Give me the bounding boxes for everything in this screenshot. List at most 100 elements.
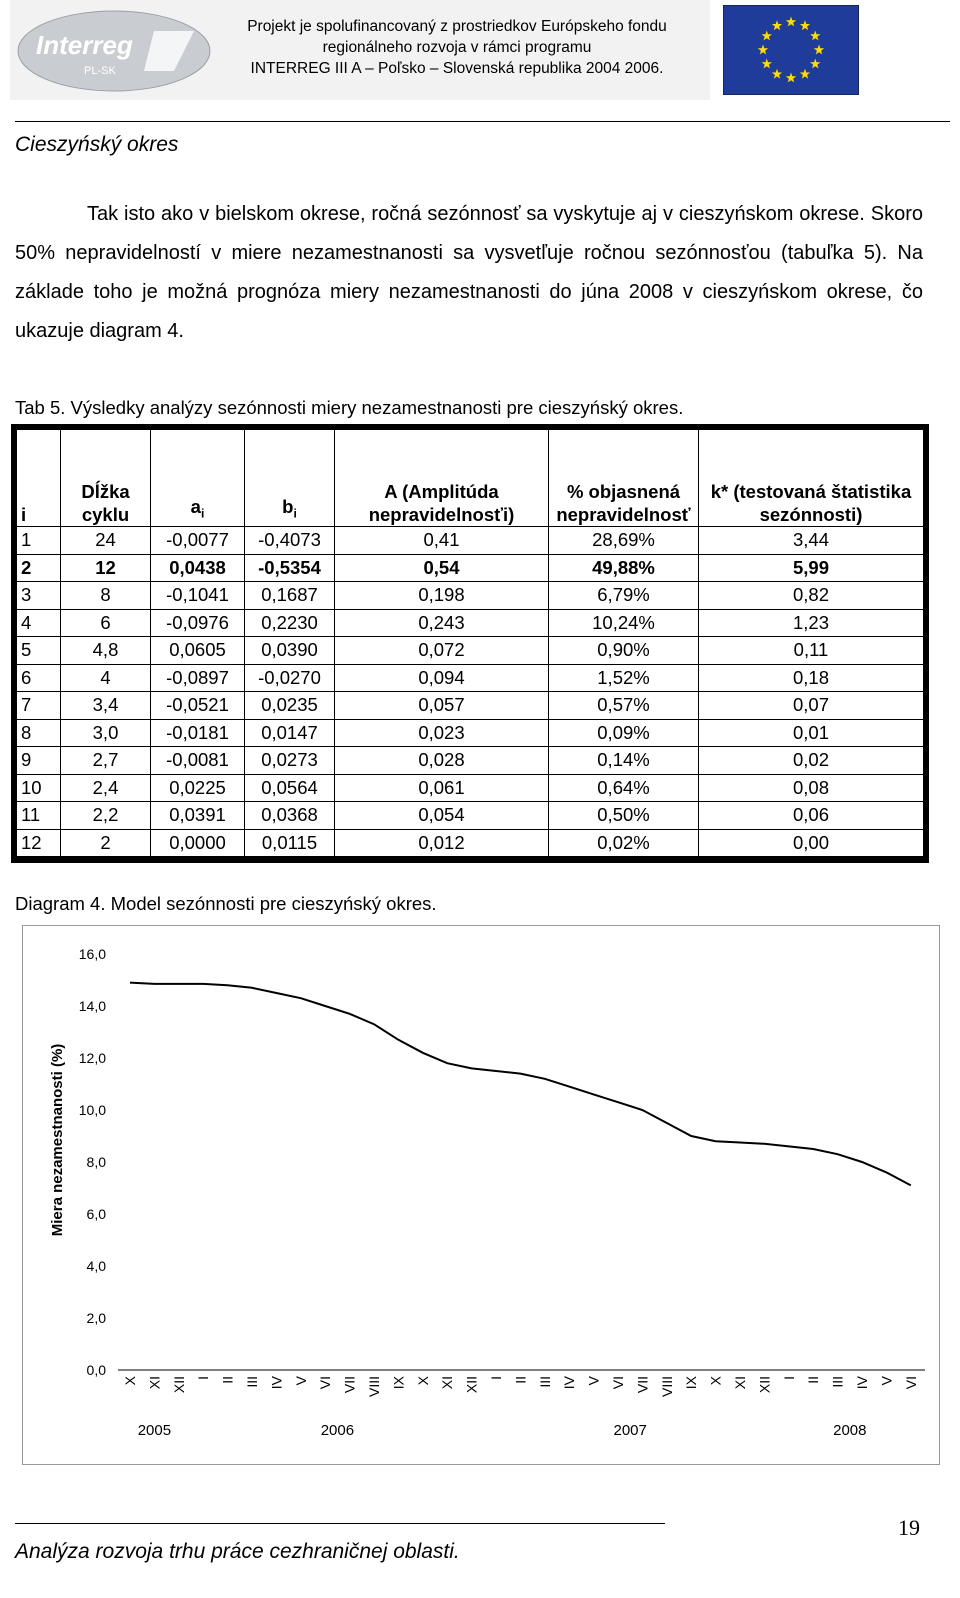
year-label: 2006 xyxy=(321,1422,354,1439)
table-cell: 0,02 xyxy=(698,746,924,775)
table-cell: -0,0897 xyxy=(150,663,245,692)
table-cell: 0,08 xyxy=(698,773,924,802)
table-caption: Tab 5. Výsledky analýzy sezónnosti miery… xyxy=(15,397,684,418)
x-tick-label: V xyxy=(586,1375,602,1385)
logo-text: Interreg xyxy=(36,30,133,60)
x-tick-label: IX xyxy=(683,1375,699,1389)
header-text: k* (testovaná štatistika sezónnosti) xyxy=(710,481,912,525)
table-cell: 0,2230 xyxy=(244,608,335,637)
y-tick-label: 10,0 xyxy=(79,1102,106,1118)
table-cell: 1 xyxy=(16,526,61,555)
y-tick-label: 8,0 xyxy=(87,1154,107,1170)
table-row: 9 2,7 -0,0081 0,0273 0,028 0,14% 0,02 xyxy=(16,746,924,775)
x-tick-label: XII xyxy=(756,1376,772,1393)
table-cell: 0,0000 xyxy=(150,828,245,857)
table-cell: 0,18 xyxy=(698,663,924,692)
table-cell: 10 xyxy=(16,773,61,802)
x-tick-label: III xyxy=(537,1376,553,1388)
table-cell: 0,0115 xyxy=(244,828,335,857)
y-tick-label: 6,0 xyxy=(87,1206,107,1222)
diagram-caption: Diagram 4. Model sezónnosti pre cieszyńs… xyxy=(15,893,437,914)
table-cell: 0,057 xyxy=(334,691,549,720)
table-cell: 8 xyxy=(60,581,151,610)
header-line: regionálneho rozvoja v rámci programu xyxy=(322,39,592,56)
table-cell: 0,0564 xyxy=(244,773,335,802)
header-cell: % objasnená nepravidelnosť xyxy=(548,429,699,527)
table-cell: 0,00 xyxy=(698,828,924,857)
x-tick-label: XI xyxy=(439,1376,455,1389)
star xyxy=(799,20,811,31)
table-cell: 0,02% xyxy=(548,828,699,857)
year-label: 2008 xyxy=(833,1422,866,1439)
table-cell: 6,79% xyxy=(548,581,699,610)
star xyxy=(810,58,821,69)
table-cell: 28,69% xyxy=(548,526,699,555)
header-cell: A (Amplitúda nepravidelnosťi) xyxy=(334,429,549,527)
table-cell: 49,88% xyxy=(548,553,699,582)
header-text: Projekt je spolufinancovaný z prostriedk… xyxy=(222,16,692,79)
table-cell: 12 xyxy=(16,828,61,857)
table-cell: 0,11 xyxy=(698,636,924,665)
table-cell: -0,4073 xyxy=(244,526,335,555)
x-tick-label: VII xyxy=(634,1376,650,1393)
table-cell: 0,90% xyxy=(548,636,699,665)
x-tick-label: XI xyxy=(146,1376,162,1389)
table-cell: 0,14% xyxy=(548,746,699,775)
table-cell: 0,012 xyxy=(334,828,549,857)
table-cell: 2,2 xyxy=(60,801,151,830)
table-row: 5 4,8 0,0605 0,0390 0,072 0,90% 0,11 xyxy=(16,636,924,665)
x-tick-label: VI xyxy=(317,1376,333,1389)
table-row: 3 8 -0,1041 0,1687 0,198 6,79% 0,82 xyxy=(16,581,924,610)
year-label: 2005 xyxy=(138,1422,171,1439)
x-tick-label: II xyxy=(805,1376,821,1384)
y-tick-label: 12,0 xyxy=(79,1050,106,1066)
header-line: INTERREG III A – Poľsko – Slovenská repu… xyxy=(250,60,664,77)
header-sub: i xyxy=(200,507,205,521)
table-cell: 1,52% xyxy=(548,663,699,692)
table-cell: 1,23 xyxy=(698,608,924,637)
table-cell: 0,243 xyxy=(334,608,549,637)
chart-frame xyxy=(22,925,940,1465)
table-cell: 12 xyxy=(60,553,151,582)
table-cell: 0,0438 xyxy=(150,553,245,582)
x-tick-label: V xyxy=(878,1375,894,1385)
table-cell: -0,5354 xyxy=(244,553,335,582)
page-number: 19 xyxy=(898,1515,920,1540)
table-cell: -0,0270 xyxy=(244,663,335,692)
header-cell: k* (testovaná štatistika sezónnosti) xyxy=(698,429,924,527)
table-cell: 0,061 xyxy=(334,773,549,802)
header-cell: ai xyxy=(150,429,245,527)
table-row: 7 3,4 -0,0521 0,0235 0,057 0,57% 0,07 xyxy=(16,691,924,720)
table-row: 2 12 0,0438 -0,5354 0,54 49,88% 5,99 xyxy=(16,553,924,582)
line-series xyxy=(129,981,912,1187)
star xyxy=(810,30,821,41)
table-cell: 0,094 xyxy=(334,663,549,692)
table-cell: 0,028 xyxy=(334,746,549,775)
table-cell: -0,0976 xyxy=(150,608,245,637)
paragraph: Tak isto ako v bielskom okrese, ročná se… xyxy=(15,203,923,342)
table-cell: 0,0390 xyxy=(244,636,335,665)
table-cell: 3,4 xyxy=(60,691,151,720)
table-cell: -0,1041 xyxy=(150,581,245,610)
table-cell: -0,0181 xyxy=(150,718,245,747)
table-cell: 5 xyxy=(16,636,61,665)
table-cell: 0,57% xyxy=(548,691,699,720)
x-tick-label: X xyxy=(415,1375,431,1385)
table-cell: 4,8 xyxy=(60,636,151,665)
table-cell: 0,198 xyxy=(334,581,549,610)
table-cell: 0,64% xyxy=(548,773,699,802)
eu-flag xyxy=(723,5,859,95)
footer-text: Analýza rozvoja trhu práce cezhraničnej … xyxy=(15,1540,460,1563)
table-cell: 0,0235 xyxy=(244,691,335,720)
year-label: 2007 xyxy=(614,1422,647,1439)
table-cell: 10,24% xyxy=(548,608,699,637)
section-title: Cieszyńský okres xyxy=(15,133,179,156)
table-row: 11 2,2 0,0391 0,0368 0,054 0,50% 0,06 xyxy=(16,801,924,830)
table-cell: 0,54 xyxy=(334,553,549,582)
x-tick-label: IV xyxy=(561,1375,577,1389)
x-tick-label: II xyxy=(220,1376,236,1384)
x-tick-label: VII xyxy=(342,1376,358,1393)
table-cell: 0,0273 xyxy=(244,746,335,775)
x-tick-label: VIII xyxy=(366,1376,382,1397)
y-tick-label: 4,0 xyxy=(87,1258,107,1274)
